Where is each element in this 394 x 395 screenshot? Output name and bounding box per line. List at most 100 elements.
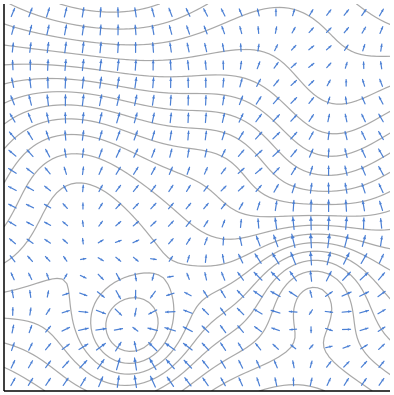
arrow-head-17-0 [310, 378, 313, 382]
arrow-head-18-19 [328, 45, 332, 49]
arrow-head-10-19 [186, 43, 190, 47]
arrow-head-19-21 [345, 9, 349, 13]
arrow-head-12-18 [221, 61, 225, 64]
arrow-head-7-19 [134, 42, 138, 46]
arrow-head-11-18 [204, 60, 207, 64]
arrow-head-10-2 [183, 343, 188, 347]
arrow-head-8-20 [151, 25, 155, 29]
arrow-head-15-12 [276, 167, 280, 171]
arrow-head-14-14 [258, 132, 262, 136]
contour-line-14 [4, 44, 390, 105]
arrow-head-20-15 [361, 114, 365, 118]
arrow-layer [7, 7, 386, 389]
arrow-head-12-10 [223, 203, 226, 207]
arrow-head-3-5 [65, 292, 69, 296]
arrow-head-16-19 [293, 45, 296, 49]
arrow-head-13-4 [237, 308, 241, 312]
arrow-head-1-10 [26, 204, 30, 207]
arrow-head-6-11 [117, 185, 121, 189]
arrow-head-8-5 [150, 294, 154, 298]
arrow-head-5-9 [99, 221, 103, 225]
arrow-head-12-17 [222, 78, 225, 82]
arrow-head-20-16 [361, 96, 365, 100]
arrow-head-21-8 [380, 236, 384, 240]
arrow-head-11-4 [202, 308, 206, 312]
arrow-head-5-3 [102, 327, 107, 331]
arrow-head-2-18 [46, 59, 50, 64]
arrow-head-20-20 [363, 27, 366, 31]
arrow-head-11-19 [204, 43, 207, 47]
arrow-head-9-7 [169, 256, 173, 260]
arrow-head-19-13 [344, 148, 347, 152]
arrow-head-15-0 [274, 377, 277, 381]
arrow-head-11-5 [203, 290, 207, 294]
arrow-head-11-3 [202, 325, 206, 329]
arrow-head-6-9 [117, 221, 121, 225]
arrow-head-5-6 [100, 276, 104, 280]
arrow-head-4-21 [81, 7, 85, 11]
arrow-head-11-20 [203, 26, 207, 30]
contour-line-9 [4, 118, 390, 206]
arrow-head-21-0 [381, 378, 384, 382]
arrow-head-15-14 [276, 132, 280, 136]
arrow-head-14-6 [254, 272, 258, 276]
arrow-head-17-15 [310, 114, 314, 118]
arrow-head-1-7 [27, 256, 31, 260]
arrow-head-6-0 [116, 376, 121, 380]
arrow-head-12-15 [222, 113, 226, 117]
arrow-head-10-18 [186, 60, 190, 64]
arrow-head-19-17 [344, 79, 348, 83]
arrow-head-18-5 [329, 291, 333, 295]
arrow-head-4-6 [83, 275, 87, 279]
arrow-head-4-19 [81, 42, 85, 46]
contour-line-17 [59, 4, 160, 13]
arrow-head-15-1 [274, 360, 277, 364]
arrow-head-18-1 [328, 361, 331, 365]
arrow-head-16-20 [292, 27, 296, 31]
arrow-head-10-4 [183, 309, 187, 313]
arrow-head-7-18 [134, 59, 138, 64]
contour-line-13 [4, 63, 390, 135]
arrow-head-20-2 [364, 344, 368, 348]
arrow-head-0-15 [10, 113, 13, 118]
arrow-head-14-4 [253, 309, 258, 312]
arrow-head-4-14 [81, 130, 85, 134]
arrow-head-13-6 [237, 272, 241, 276]
arrow-head-9-8 [170, 238, 174, 242]
arrow-head-15-16 [276, 97, 280, 101]
arrow-head-2-3 [47, 326, 51, 330]
arrow-head-12-19 [221, 43, 225, 47]
arrow-head-3-19 [64, 42, 68, 46]
arrow-head-2-2 [47, 343, 51, 347]
arrow-head-2-12 [45, 167, 48, 171]
arrow-head-16-10 [292, 200, 296, 204]
arrow-head-9-2 [165, 343, 170, 347]
arrow-head-18-14 [327, 131, 331, 135]
arrow-head-20-17 [362, 79, 365, 83]
arrow-head-15-4 [271, 309, 275, 313]
arrow-head-14-11 [258, 185, 262, 189]
contour-line-0 [258, 384, 326, 391]
arrow-head-0-5 [11, 290, 14, 294]
arrow-head-18-6 [328, 271, 332, 276]
arrow-head-1-0 [30, 378, 33, 382]
arrow-head-16-14 [293, 132, 297, 136]
arrow-head-17-11 [309, 183, 313, 187]
arrow-head-8-6 [151, 277, 155, 281]
arrow-head-7-10 [135, 203, 139, 207]
arrow-head-4-5 [83, 293, 87, 296]
arrow-head-5-8 [100, 239, 104, 243]
arrow-head-7-6 [134, 277, 138, 281]
arrow-head-10-9 [188, 220, 191, 224]
arrow-head-6-4 [118, 312, 122, 316]
arrow-head-19-7 [345, 252, 350, 258]
arrow-head-18-13 [327, 148, 331, 152]
arrow-head-4-10 [81, 202, 85, 206]
arrow-head-17-7 [308, 251, 313, 257]
arrow-head-7-5 [134, 296, 137, 300]
arrow-head-16-12 [293, 166, 297, 171]
arrow-head-10-17 [186, 78, 190, 81]
arrow-head-15-15 [276, 114, 280, 118]
arrow-head-14-17 [258, 79, 261, 83]
